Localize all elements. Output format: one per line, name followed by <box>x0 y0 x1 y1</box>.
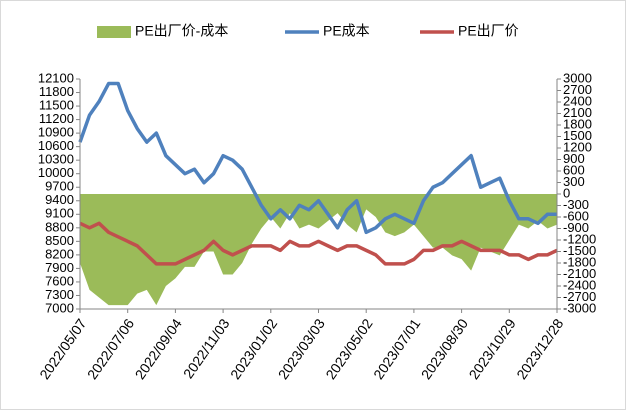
y2-tick-label: -2700 <box>563 289 596 304</box>
y2-tick-label: 600 <box>563 162 585 177</box>
y2-tick-label: -300 <box>563 197 589 212</box>
y-tick-label: 8800 <box>45 219 74 234</box>
y-tick-label: 11800 <box>39 84 74 99</box>
y-tick-label: 10300 <box>38 152 74 167</box>
y-tick-label: 11200 <box>39 111 74 126</box>
y2-tick-label: 2100 <box>563 105 592 120</box>
y2-tick-label: -2400 <box>563 277 596 292</box>
y-tick-label: 9400 <box>45 192 74 207</box>
y-tick-label: 9700 <box>45 179 74 194</box>
y-tick-label: 10000 <box>38 165 74 180</box>
y-tick-label: 7900 <box>45 260 74 275</box>
y2-tick-label: 2400 <box>563 93 592 108</box>
y2-tick-label: 3000 <box>563 70 592 85</box>
y2-tick-label: -1800 <box>563 254 596 269</box>
y2-tick-label: -2100 <box>563 266 596 281</box>
line <box>78 81 557 235</box>
y-tick-label: 9100 <box>45 206 74 221</box>
y-tick-label: 12100 <box>38 70 74 85</box>
y-tick-label: 7000 <box>45 300 74 315</box>
y2-tick-label: 900 <box>563 151 585 166</box>
y-tick-label: 10600 <box>38 138 74 153</box>
legend-label: PE成本 <box>323 23 370 39</box>
y2-tick-label: 0 <box>563 185 570 200</box>
y2-tick-label: 1200 <box>563 139 592 154</box>
line <box>79 221 558 266</box>
y2-tick-label: -900 <box>563 220 589 235</box>
y2-tick-label: 300 <box>563 174 585 189</box>
y2-tick-label: 1500 <box>563 128 592 143</box>
legend-label: PE出厂价-成本 <box>135 23 228 39</box>
y-tick-label: 11500 <box>39 97 74 112</box>
y-tick-label: 8200 <box>45 246 74 261</box>
y2-tick-label: 1800 <box>563 116 592 131</box>
y-tick-label: 8500 <box>45 233 74 248</box>
y-tick-label: 10900 <box>38 125 74 140</box>
y2-tick-label: -3000 <box>563 300 596 315</box>
y2-tick-label: -1500 <box>563 243 596 258</box>
y-tick-label: 7300 <box>45 287 74 302</box>
y2-tick-label: -1200 <box>563 231 596 246</box>
legend-swatch <box>97 26 131 38</box>
y2-tick-label: -600 <box>563 208 589 223</box>
area <box>80 194 557 306</box>
legend-label: PE出厂价 <box>458 23 519 39</box>
y-tick-label: 7600 <box>45 273 74 288</box>
y2-tick-label: 2700 <box>563 82 592 97</box>
